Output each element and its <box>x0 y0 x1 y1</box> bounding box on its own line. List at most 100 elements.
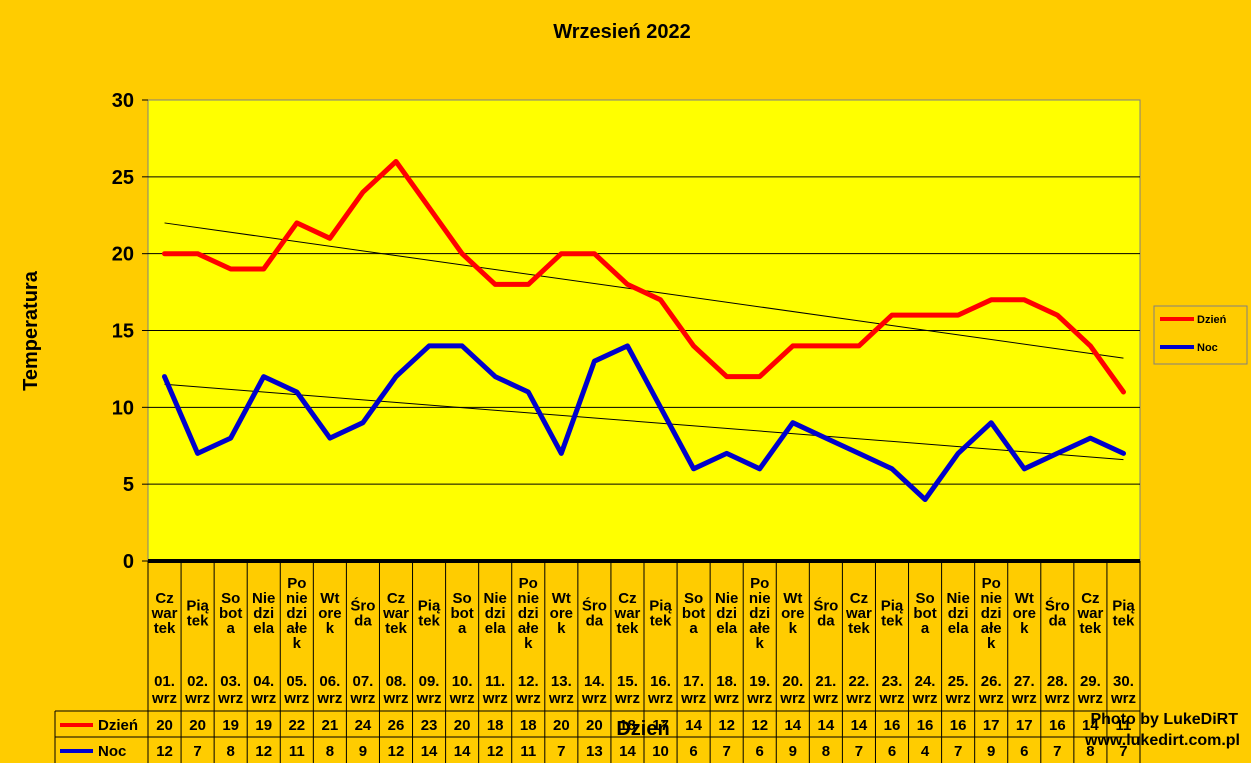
category-day-label-line: k <box>293 635 302 652</box>
category-day-label-line: So <box>684 590 703 607</box>
table-cell-value: 6 <box>888 743 896 760</box>
category-date-label: 17. wrz <box>680 673 706 707</box>
category-date-label-line: 08. <box>386 673 407 690</box>
y-tick-label-0: 0 <box>123 551 134 573</box>
category-day-label-line: k <box>987 635 996 652</box>
category-day-label: Wt ore k <box>781 590 804 637</box>
category-day-label: So bot a <box>913 590 936 637</box>
table-cell-value: 7 <box>855 743 863 760</box>
category-day-label: Cz war tek <box>382 590 409 637</box>
category-date-label: 29. wrz <box>1077 673 1103 707</box>
category-date-label: 25. wrz <box>945 673 971 707</box>
category-day-label-line: Wt <box>783 590 802 607</box>
chart-title: Wrzesień 2022 <box>553 21 691 43</box>
category-day-label-line: Po <box>287 575 306 592</box>
category-day-label-line: Cz <box>155 590 173 607</box>
category-day-label-line: Śro <box>582 597 607 615</box>
category-day-label: Po nie dzi ałe k <box>980 575 1002 652</box>
category-date-label-line: wrz <box>912 690 938 707</box>
category-date-label-line: wrz <box>614 690 640 707</box>
category-day-label-line: tek <box>385 620 407 637</box>
table-cell-value: 7 <box>1053 743 1061 760</box>
category-day-label-line: ore <box>781 605 804 622</box>
y-tick-label-10: 10 <box>112 397 134 419</box>
category-day-label-line: ela <box>948 620 970 637</box>
category-day-label-line: So <box>915 590 934 607</box>
category-date-label: 23. wrz <box>878 673 904 707</box>
y-tick-label-20: 20 <box>112 244 134 266</box>
table-cell-value: 8 <box>326 743 334 760</box>
category-day-label-line: tek <box>617 620 639 637</box>
category-date-label: 03. wrz <box>217 673 243 707</box>
category-day-label: Nie dzi ela <box>946 590 969 637</box>
category-day-label-line: tek <box>848 620 870 637</box>
legend: Dzień Noc <box>1153 305 1248 365</box>
table-cell-value: 12 <box>255 743 272 760</box>
category-date-label-line: 28. <box>1047 673 1068 690</box>
category-date-label-line: wrz <box>151 690 177 707</box>
table-cell-value: 24 <box>355 717 372 734</box>
table-cell-value: 9 <box>987 743 995 760</box>
category-day-label-line: ore <box>318 605 341 622</box>
category-day-label-line: ore <box>550 605 573 622</box>
category-date-label: 18. wrz <box>713 673 739 707</box>
category-day-label-line: nie <box>749 590 771 607</box>
category-day-label: Śro da <box>813 597 838 630</box>
category-date-label: 04. wrz <box>250 673 276 707</box>
table-cell-value: 16 <box>950 717 967 734</box>
category-day-label-line: k <box>326 620 335 637</box>
table-cell-value: 19 <box>222 717 239 734</box>
category-day-label: So bot a <box>450 590 473 637</box>
table-cell-value: 9 <box>359 743 367 760</box>
category-day-label-line: Pią <box>1112 598 1135 615</box>
category-date-label: 06. wrz <box>316 673 342 707</box>
category-day-label-line: ela <box>253 620 275 637</box>
category-day-label-line: Nie <box>252 590 275 607</box>
table-cell-value: 26 <box>388 717 405 734</box>
category-date-label-line: wrz <box>812 690 838 707</box>
category-date-label-line: 05. <box>286 673 307 690</box>
category-date-label-line: wrz <box>349 690 375 707</box>
category-date-label-line: wrz <box>713 690 739 707</box>
category-day-label-line: ałe <box>518 620 539 637</box>
category-day-label: Pią tek <box>649 598 672 630</box>
table-cell-value: 11 <box>520 743 536 760</box>
category-date-label-line: 07. <box>353 673 374 690</box>
table-cell-value: 7 <box>954 743 962 760</box>
category-day-label-line: a <box>458 620 467 637</box>
category-day-label-line: nie <box>517 590 539 607</box>
y-tick-label-25: 25 <box>112 167 134 189</box>
category-day-label-line: ałe <box>749 620 770 637</box>
category-date-label-line: wrz <box>515 690 541 707</box>
category-day-label-line: Wt <box>1015 590 1034 607</box>
category-date-label-line: wrz <box>1044 690 1070 707</box>
category-day-label-line: So <box>221 590 240 607</box>
category-day-label-line: bot <box>450 605 473 622</box>
category-day-label-line: tek <box>1080 620 1102 637</box>
category-day-label: Nie dzi ela <box>252 590 275 637</box>
category-date-label: 13. wrz <box>548 673 574 707</box>
category-day-label-line: da <box>354 613 372 630</box>
category-date-label-line: wrz <box>581 690 607 707</box>
category-date-label-line: 20. <box>782 673 803 690</box>
category-day-label-line: dzi <box>981 605 1002 622</box>
category-date-label-line: 10. <box>452 673 473 690</box>
category-date-label: 16. wrz <box>647 673 673 707</box>
watermark-line2: www.lukedirt.com.pl <box>1084 732 1240 749</box>
category-day-label-line: dzi <box>253 605 274 622</box>
category-day-label: Cz war tek <box>1076 590 1103 637</box>
category-day-label-line: a <box>226 620 235 637</box>
category-day-label-line: k <box>756 635 765 652</box>
category-day-label-line: ela <box>485 620 507 637</box>
category-day-label-line: da <box>586 613 604 630</box>
table-cell-value: 6 <box>689 743 697 760</box>
table-cell-value: 8 <box>226 743 234 760</box>
table-cell-value: 12 <box>388 743 405 760</box>
category-day-label-line: ałe <box>981 620 1002 637</box>
category-date-label: 14. wrz <box>581 673 607 707</box>
category-day-label: Śro da <box>350 597 375 630</box>
category-day-label-line: tek <box>154 620 176 637</box>
category-date-label-line: wrz <box>1077 690 1103 707</box>
gridlines <box>148 176 1140 485</box>
